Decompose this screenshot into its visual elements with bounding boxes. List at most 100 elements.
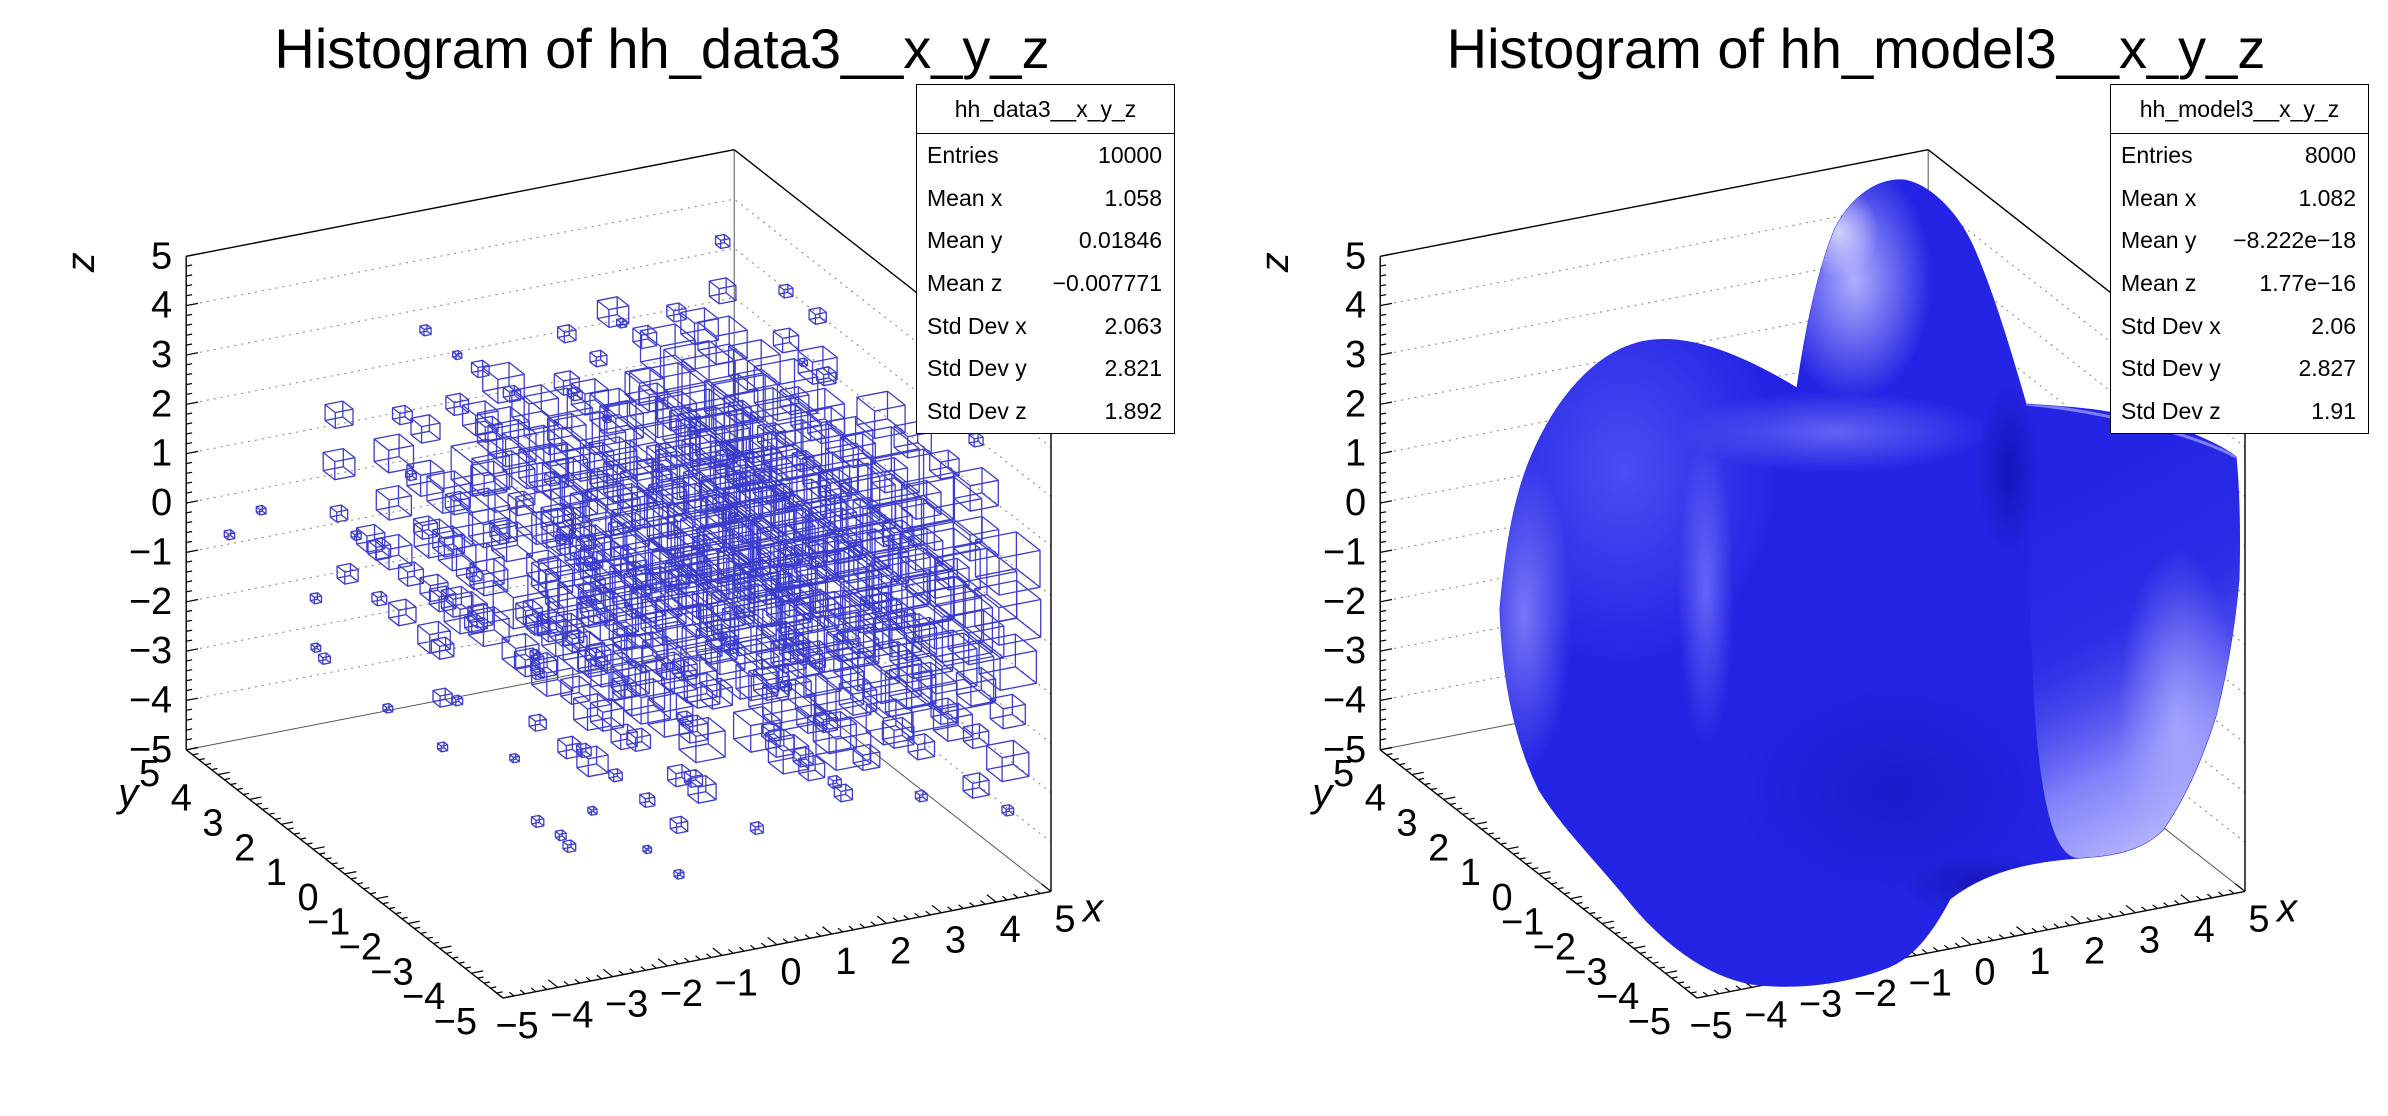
- z-tick-label: −1: [1323, 531, 1366, 573]
- axis-tick: [186, 333, 193, 336]
- hist-box: [666, 302, 687, 323]
- axis-tick: [629, 968, 635, 973]
- hist-box: [777, 545, 800, 568]
- axis-tick: [958, 904, 964, 909]
- axis-tick: [293, 832, 300, 835]
- axis-tick: [1582, 906, 1589, 910]
- axis-tick: [186, 629, 193, 632]
- axis-tick: [1652, 961, 1659, 964]
- axis-tick: [548, 979, 559, 988]
- hist-box: [826, 627, 861, 662]
- axis-tick: [1380, 530, 1387, 534]
- axis-tick: [357, 882, 364, 885]
- z-tick-label: −4: [129, 679, 172, 721]
- y-tick-label: 0: [297, 877, 318, 919]
- stat-value: 1.77e−16: [2259, 270, 2356, 297]
- hist-box: [734, 608, 780, 654]
- axis-tick: [224, 777, 231, 781]
- axis-tick: [574, 978, 581, 984]
- hist-box: [662, 388, 737, 462]
- stat-label: Std Dev z: [927, 398, 1027, 425]
- axis-tick: [1380, 639, 1387, 642]
- axis-tick: [186, 422, 193, 425]
- axis-tick: [1620, 936, 1628, 939]
- stat-label: Std Dev y: [927, 355, 1027, 382]
- stat-label: Entries: [927, 141, 999, 168]
- hist-box: [428, 585, 457, 613]
- x-tick-label: −4: [1744, 994, 1787, 1036]
- hist-box: [744, 447, 828, 530]
- stats-row: Std Dev y 2.827: [2111, 348, 2368, 391]
- axis-tick: [186, 450, 199, 455]
- axis-tick: [2196, 895, 2202, 901]
- hist-box: [899, 527, 944, 572]
- hist-box: [382, 702, 394, 714]
- y-tick-label: −5: [1628, 1001, 1671, 1043]
- stat-value: 1.058: [1104, 184, 1162, 211]
- axis-tick: [986, 894, 997, 903]
- axis-tick: [205, 762, 212, 766]
- axis-tick: [230, 782, 237, 786]
- hist-box: [602, 414, 612, 424]
- hist-box: [806, 507, 864, 564]
- z-axis-title: z: [1253, 252, 1297, 273]
- hist-box: [470, 460, 508, 497]
- x-tick-label: −5: [1689, 1005, 1732, 1047]
- stats-row: Entries 8000: [2111, 134, 2368, 177]
- hist-box: [587, 805, 598, 816]
- axis-tick: [822, 926, 833, 935]
- axis-tick: [338, 867, 345, 870]
- hist-box: [914, 789, 928, 803]
- axis-tick: [739, 946, 745, 952]
- z-axis-title: z: [59, 252, 103, 273]
- axis-tick: [1034, 889, 1041, 894]
- axis-tick: [1380, 697, 1393, 701]
- axis-tick: [1380, 500, 1393, 504]
- hist-box: [536, 611, 569, 643]
- hist-box: [1001, 803, 1015, 817]
- x-tick-label: 2: [2084, 930, 2105, 972]
- hist-box: [554, 829, 567, 842]
- stats-box-title: hh_model3__x_y_z: [2111, 85, 2368, 134]
- hist-box: [727, 512, 740, 525]
- hist-box: [779, 588, 844, 652]
- axis-tick: [2086, 917, 2092, 922]
- hist-box: [762, 418, 827, 482]
- axis-tick: [980, 900, 986, 905]
- axis-tick: [1380, 590, 1387, 593]
- stat-label: Std Dev x: [927, 312, 1027, 339]
- hist-box: [952, 515, 1000, 562]
- axis-tick: [1380, 302, 1393, 307]
- hist-box: [795, 595, 875, 673]
- axis-tick: [1380, 521, 1387, 524]
- axis-tick: [2053, 923, 2060, 929]
- axis-tick: [344, 871, 357, 875]
- hist-box: [515, 599, 544, 627]
- hist-box: [726, 450, 770, 493]
- stat-label: Std Dev z: [2121, 398, 2221, 425]
- axis-tick: [388, 906, 395, 910]
- hist-box: [553, 370, 580, 396]
- stat-label: Mean y: [2121, 227, 2197, 254]
- axis-tick: [1494, 837, 1501, 840]
- hist-box: [391, 404, 413, 426]
- axis-tick: [1961, 936, 1972, 946]
- axis-tick: [750, 944, 756, 950]
- axis-tick: [1633, 945, 1646, 949]
- axis-tick: [1595, 916, 1602, 920]
- surface-shading: [1729, 670, 2059, 910]
- axis-tick: [1684, 986, 1691, 989]
- axis-tick: [1614, 931, 1621, 935]
- axis-tick: [2218, 891, 2224, 897]
- axis-tick: [186, 313, 193, 317]
- axis-tick: [186, 392, 193, 396]
- hist-box: [766, 584, 812, 629]
- hist-box: [852, 743, 881, 772]
- stats-row: Mean y 0.01846: [917, 219, 1174, 262]
- stat-label: Mean x: [927, 184, 1003, 211]
- axis-tick: [1468, 817, 1475, 820]
- axis-tick: [186, 540, 193, 544]
- hist-box: [833, 783, 854, 803]
- stats-row: Mean x 1.058: [917, 177, 1174, 220]
- hist-box: [632, 324, 658, 350]
